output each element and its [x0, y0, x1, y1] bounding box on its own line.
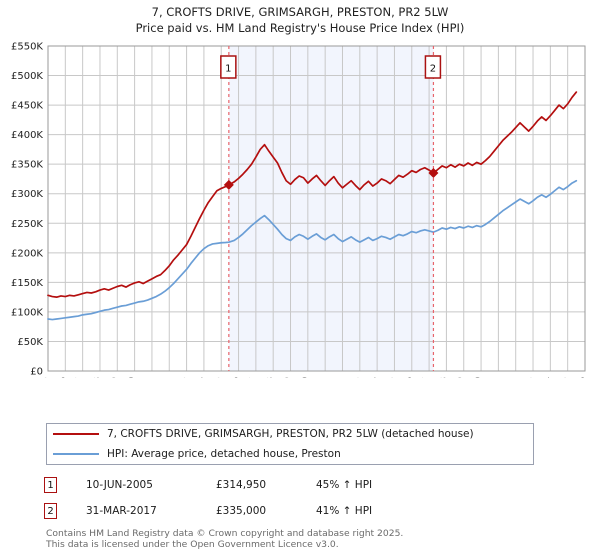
- svg-text:2: 2: [430, 64, 436, 75]
- table-row: 2 31-MAR-2017 £335,000 41% ↑ HPI: [44, 498, 514, 524]
- chart-legend: 7, CROFTS DRIVE, GRIMSARGH, PRESTON, PR2…: [46, 423, 534, 465]
- svg-text:2011: 2011: [317, 377, 328, 378]
- svg-text:1999: 1999: [109, 377, 120, 378]
- transaction-period-band: [228, 46, 434, 371]
- svg-text:1996: 1996: [57, 377, 68, 378]
- svg-text:£200K: £200K: [11, 248, 43, 259]
- svg-text:£400K: £400K: [11, 130, 43, 141]
- footer-line-1: Contains HM Land Registry data © Crown c…: [46, 528, 404, 539]
- plot-frame: [47, 45, 586, 372]
- svg-text:1: 1: [225, 64, 231, 75]
- svg-text:2020: 2020: [473, 377, 484, 378]
- svg-text:2026: 2026: [577, 377, 588, 378]
- svg-text:2002: 2002: [161, 377, 172, 378]
- title-line-1: 7, CROFTS DRIVE, GRIMSARGH, PRESTON, PR2…: [151, 5, 449, 19]
- svg-text:£500K: £500K: [11, 71, 43, 82]
- title-line-2: Price paid vs. HM Land Registry's House …: [135, 21, 465, 35]
- svg-text:2017: 2017: [421, 377, 432, 378]
- transaction-hpi-delta-2: 41% ↑ HPI: [316, 505, 373, 517]
- svg-text:1997: 1997: [75, 377, 86, 378]
- svg-text:£450K: £450K: [11, 101, 43, 112]
- svg-text:2021: 2021: [490, 377, 501, 378]
- transaction-hpi-delta-1: 45% ↑ HPI: [316, 479, 373, 491]
- svg-text:2009: 2009: [283, 377, 294, 378]
- svg-text:2010: 2010: [300, 377, 311, 378]
- svg-text:2004: 2004: [196, 377, 207, 378]
- svg-text:2022: 2022: [508, 377, 519, 378]
- svg-text:2025: 2025: [560, 377, 571, 378]
- x-axis-tick-labels: 1995 1996 1997 1998 1999 2000 2001 2002 2003 2004…: [40, 377, 588, 378]
- svg-text:2008: 2008: [265, 377, 276, 378]
- transaction-date-2: 31-MAR-2017: [86, 505, 157, 517]
- transaction-date-1: 10-JUN-2005: [86, 479, 153, 491]
- svg-text:2007: 2007: [248, 377, 259, 378]
- copyright-footer: Contains HM Land Registry data © Crown c…: [46, 528, 566, 550]
- legend-swatch-price-paid-icon: [53, 433, 99, 435]
- svg-text:2018: 2018: [438, 377, 449, 378]
- svg-text:2006: 2006: [231, 377, 242, 378]
- transaction-price-1: £314,950: [216, 479, 267, 491]
- data-series-lines: [47, 91, 578, 321]
- transaction-price-2: £335,000: [216, 505, 267, 517]
- svg-text:2016: 2016: [404, 377, 415, 378]
- table-row: 1 10-JUN-2005 £314,950 45% ↑ HPI: [44, 472, 514, 498]
- svg-text:2024: 2024: [542, 377, 553, 378]
- svg-text:1998: 1998: [92, 377, 103, 378]
- svg-text:£250K: £250K: [11, 219, 43, 230]
- transaction-badge-1: 1: [44, 477, 57, 493]
- y-axis-tick-labels: £0 £50K £100K £150K £200K £250K £300K £350K £400…: [11, 42, 43, 378]
- legend-item-price-paid: 7, CROFTS DRIVE, GRIMSARGH, PRESTON, PR2…: [47, 424, 533, 444]
- svg-text:2003: 2003: [179, 377, 190, 378]
- legend-item-hpi: HPI: Average price, detached house, Pres…: [47, 444, 533, 464]
- svg-text:2014: 2014: [369, 377, 380, 378]
- svg-text:2023: 2023: [525, 377, 536, 378]
- legend-swatch-hpi-icon: [53, 453, 99, 455]
- legend-label-hpi: HPI: Average price, detached house, Pres…: [107, 448, 341, 460]
- svg-text:£300K: £300K: [11, 189, 43, 200]
- svg-text:£550K: £550K: [11, 42, 43, 53]
- price-history-line-chart: £0 £50K £100K £150K £200K £250K £300K £350K £400…: [11, 42, 588, 379]
- svg-text:2015: 2015: [386, 377, 397, 378]
- legend-label-price-paid: 7, CROFTS DRIVE, GRIMSARGH, PRESTON, PR2…: [107, 428, 474, 440]
- footer-line-2: This data is licensed under the Open Gov…: [46, 539, 339, 550]
- svg-text:£100K: £100K: [11, 307, 43, 318]
- page-title: 7, CROFTS DRIVE, GRIMSARGH, PRESTON, PR2…: [0, 4, 600, 36]
- svg-text:£0: £0: [30, 367, 43, 378]
- chart-plot: £0 £50K £100K £150K £200K £250K £300K £350K £400…: [0, 38, 600, 379]
- svg-text:2005: 2005: [213, 377, 224, 378]
- transaction-badge-2: 2: [44, 503, 57, 519]
- svg-text:2000: 2000: [127, 377, 138, 378]
- transaction-table: 1 10-JUN-2005 £314,950 45% ↑ HPI 2 31-MA…: [44, 472, 514, 524]
- svg-text:2012: 2012: [334, 377, 345, 378]
- svg-text:2019: 2019: [456, 377, 467, 378]
- svg-text:£150K: £150K: [11, 278, 43, 289]
- svg-text:1995: 1995: [40, 377, 51, 378]
- svg-text:2001: 2001: [144, 377, 155, 378]
- svg-text:£50K: £50K: [17, 337, 43, 348]
- svg-text:2013: 2013: [352, 377, 363, 378]
- svg-text:£350K: £350K: [11, 160, 43, 171]
